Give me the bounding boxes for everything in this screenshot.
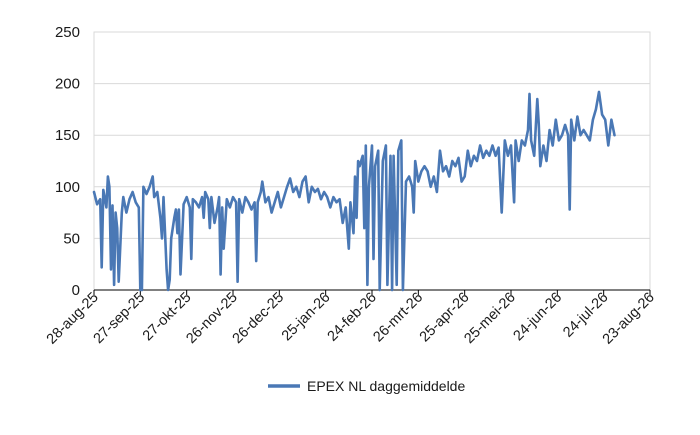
x-tick-labels: 28-aug-2527-sep-2527-okt-2526-nov-2526-d… (44, 290, 658, 348)
y-tick-label: 200 (55, 76, 80, 93)
y-tick-label: 0 (72, 282, 80, 299)
y-tick-label: 100 (55, 179, 80, 196)
x-tick-label: 25-mei-26 (461, 290, 518, 347)
series-line-epex (92, 90, 616, 292)
y-tick-label: 150 (55, 127, 80, 144)
x-tick-label: 26-dec-25 (230, 290, 287, 347)
legend-label: EPEX NL daggemiddelde (307, 378, 465, 394)
x-tick-label: 26-mrt-26 (370, 290, 426, 346)
y-tick-labels: 0 50 100 150 200 250 (55, 24, 80, 299)
x-tick-label: 24-jun-26 (511, 290, 566, 345)
x-tick-label: 25-jan-26 (279, 290, 334, 345)
y-tick-label: 50 (63, 230, 80, 247)
y-tick-label: 250 (55, 24, 80, 41)
x-tick-label: 27-sep-25 (91, 290, 148, 347)
legend: EPEX NL daggemiddelde (268, 378, 465, 394)
